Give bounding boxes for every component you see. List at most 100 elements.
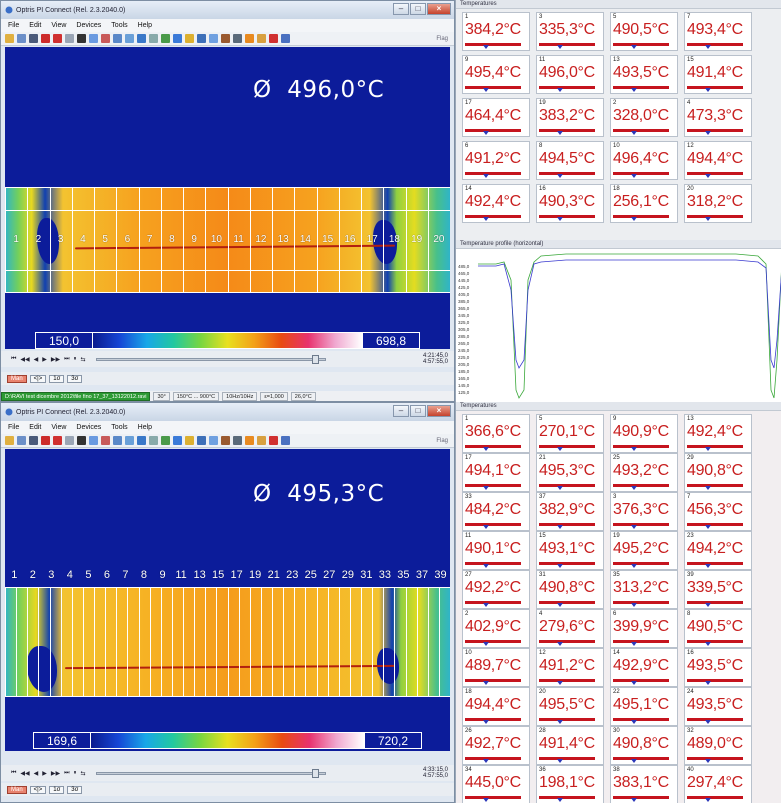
flag-red-icon[interactable] (269, 436, 278, 445)
menu-edit[interactable]: Edit (29, 22, 42, 29)
temperature-cell[interactable]: 15 491,4°C (684, 55, 752, 94)
temperature-cell[interactable]: 13 493,5°C (610, 55, 678, 94)
temperature-cell[interactable]: 40 297,4°C (684, 765, 752, 803)
zones-icon[interactable] (197, 436, 206, 445)
play-icon[interactable] (29, 436, 38, 445)
temperature-cell[interactable]: 1 384,2°C (462, 12, 530, 51)
menu-devices[interactable]: Devices (76, 22, 102, 29)
pause-icon[interactable]: ⏸ (73, 355, 77, 362)
temperature-cell[interactable]: 21 495,3°C (536, 453, 604, 492)
temperature-cell[interactable]: 12 491,2°C (536, 648, 604, 687)
temperature-cell[interactable]: 8 494,5°C (536, 141, 604, 180)
mode-1sigma[interactable]: 1σ (49, 374, 65, 383)
table-icon[interactable] (209, 436, 218, 445)
playback-slider[interactable] (95, 354, 326, 364)
loop-icon[interactable]: ⇆ (80, 770, 86, 777)
temperature-cell[interactable]: 22 495,1°C (610, 687, 678, 726)
temperature-cell[interactable]: 4 279,6°C (536, 609, 604, 648)
temperature-cell[interactable]: 9 490,9°C (610, 414, 678, 453)
maximize-button[interactable]: □ (410, 405, 426, 417)
snapshot-icon[interactable] (89, 436, 98, 445)
temperature-cell[interactable]: 10 496,4°C (610, 141, 678, 180)
mode-3sigma[interactable]: 3σ (67, 374, 83, 383)
area-chart-icon[interactable] (137, 436, 146, 445)
measure-icon[interactable] (149, 436, 158, 445)
table-icon[interactable] (209, 34, 218, 43)
menu-file[interactable]: File (8, 424, 20, 431)
flag-label[interactable]: Flag (436, 437, 448, 444)
slider-thumb[interactable] (311, 768, 319, 778)
temperature-cell[interactable]: 9 495,4°C (462, 55, 530, 94)
temperature-cell[interactable]: 29 490,8°C (684, 453, 752, 492)
alarm-icon[interactable] (185, 34, 194, 43)
temperature-cell[interactable]: 2 402,9°C (462, 609, 530, 648)
record-icon[interactable] (53, 436, 62, 445)
temperature-cell[interactable]: 18 256,1°C (610, 184, 678, 223)
minimize-button[interactable]: – (393, 405, 409, 417)
temperature-cell[interactable]: 17 464,4°C (462, 98, 530, 137)
temperature-cell[interactable]: 19 495,2°C (610, 531, 678, 570)
temperature-cell[interactable]: 16 493,5°C (684, 648, 752, 687)
step-back-icon[interactable]: ◀ (33, 356, 39, 363)
playback-slider[interactable] (95, 768, 326, 778)
thermal-image[interactable]: Ø 496,0°C 1 2 3 4 5 6 7 8 9 10 11 12 13 14 15 16 17 18 19 2… (5, 47, 450, 349)
temperature-icon[interactable] (257, 34, 266, 43)
layout-icon[interactable] (101, 436, 110, 445)
open-folder-icon[interactable] (5, 34, 14, 43)
step-back-icon[interactable]: ◀ (33, 770, 39, 777)
skip-start-icon[interactable]: ⏮ (11, 355, 17, 362)
measure-icon[interactable] (149, 34, 158, 43)
temperature-cell[interactable]: 23 494,2°C (684, 531, 752, 570)
temperature-cell[interactable]: 36 198,1°C (536, 765, 604, 803)
area-chart-icon[interactable] (137, 34, 146, 43)
palette-icon[interactable] (245, 34, 254, 43)
temperature-cell[interactable]: 19 383,2°C (536, 98, 604, 137)
menu-view[interactable]: View (51, 22, 67, 29)
play-icon[interactable] (29, 34, 38, 43)
temperature-cell[interactable]: 16 490,3°C (536, 184, 604, 223)
temperature-cell[interactable]: 25 493,2°C (610, 453, 678, 492)
line-profile-icon[interactable] (161, 34, 170, 43)
layout-icon[interactable] (101, 34, 110, 43)
mode-3sigma[interactable]: 3σ (67, 785, 83, 794)
temperature-cell[interactable]: 17 494,1°C (462, 453, 530, 492)
devices-icon[interactable] (221, 34, 230, 43)
settings-icon[interactable] (233, 34, 242, 43)
flag-label[interactable]: Flag (436, 35, 448, 42)
zones-icon[interactable] (197, 34, 206, 43)
grid-icon[interactable] (113, 34, 122, 43)
temperature-cell[interactable]: 2 328,0°C (610, 98, 678, 137)
temperature-cell[interactable]: 15 493,1°C (536, 531, 604, 570)
temperature-cell[interactable]: 5 490,5°C (610, 12, 678, 51)
temperature-cell[interactable]: 27 492,2°C (462, 570, 530, 609)
temperature-cell[interactable]: 6 491,2°C (462, 141, 530, 180)
devices-icon[interactable] (221, 436, 230, 445)
open-folder-icon[interactable] (5, 436, 14, 445)
temperature-cell[interactable]: 26 492,7°C (462, 726, 530, 765)
menu-file[interactable]: File (8, 22, 20, 29)
temperature-cell[interactable]: 4 473,3°C (684, 98, 752, 137)
skip-end-icon[interactable]: ⏭ (64, 769, 70, 776)
temperature-cell[interactable]: 5 270,1°C (536, 414, 604, 453)
temperature-cell[interactable]: 6 399,9°C (610, 609, 678, 648)
close-button[interactable]: × (427, 3, 451, 15)
slider-thumb[interactable] (311, 354, 319, 364)
monitor-icon[interactable] (281, 34, 290, 43)
temperature-cell[interactable]: 30 490,8°C (610, 726, 678, 765)
temperature-cell[interactable]: 10 489,7°C (462, 648, 530, 687)
temperature-cell[interactable]: 24 493,5°C (684, 687, 752, 726)
close-button[interactable]: × (427, 405, 451, 417)
temperature-cell[interactable]: 7 493,4°C (684, 12, 752, 51)
save-icon[interactable] (17, 436, 26, 445)
palette-min[interactable]: 150,0 (35, 332, 93, 349)
skip-end-icon[interactable]: ⏭ (64, 355, 70, 362)
stop-icon[interactable] (41, 436, 50, 445)
save-icon[interactable] (17, 34, 26, 43)
temperature-cell[interactable]: 18 494,4°C (462, 687, 530, 726)
temperature-cell[interactable]: 34 445,0°C (462, 765, 530, 803)
palette-min[interactable]: 169,6 (33, 732, 91, 749)
temperature-cell[interactable]: 38 383,1°C (610, 765, 678, 803)
temperature-cell[interactable]: 20 495,5°C (536, 687, 604, 726)
fast-forward-icon[interactable]: ▶▶ (50, 770, 61, 777)
flag-red-icon[interactable] (269, 34, 278, 43)
